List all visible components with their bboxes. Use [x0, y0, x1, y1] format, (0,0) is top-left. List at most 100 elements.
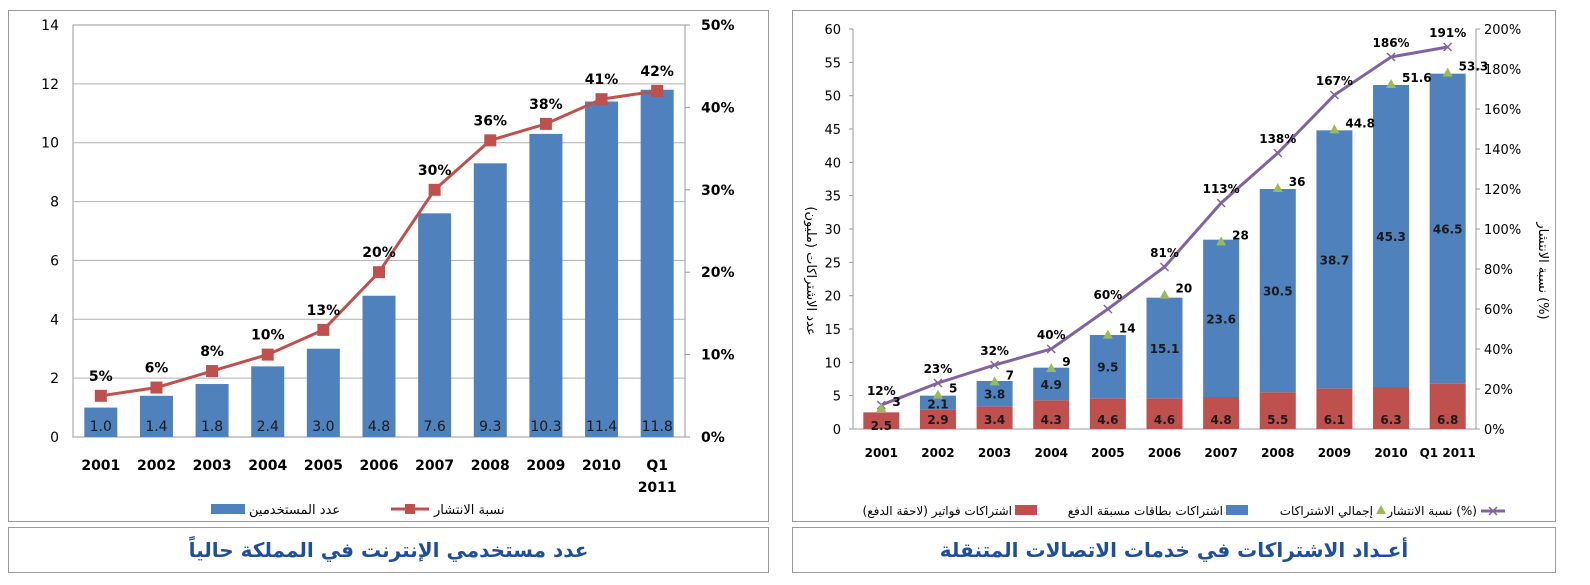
x-tick-label: 2005 [304, 458, 343, 474]
legend-users-swatch [211, 504, 245, 514]
bar-prepaid [1429, 73, 1466, 384]
left-tick-label: 0 [50, 430, 59, 446]
left-tick-label: 10 [41, 136, 59, 152]
penetration-label: 6% [145, 361, 169, 377]
bar-value-label: 7.6 [424, 419, 446, 435]
right-tick-label: 120% [1484, 183, 1521, 198]
postpaid-value-label: 3.4 [984, 413, 1005, 427]
penetration-marker [1273, 148, 1283, 158]
legend-postpaid-label: اشتراكات فواتير (لاحقة الدفع) [863, 504, 1012, 519]
bar-postpaid [863, 412, 900, 429]
bar-postpaid [976, 406, 1013, 429]
bar-users [306, 348, 340, 437]
bar-value-label: 1.4 [145, 419, 167, 435]
total-value-label: 51.6 [1402, 71, 1432, 85]
x-tick-label: 2007 [1204, 446, 1237, 460]
postpaid-value-label: 4.6 [1097, 413, 1118, 427]
bar-postpaid [1146, 398, 1183, 429]
bar-value-label: 10.3 [530, 419, 561, 435]
penetration-label: 40% [1037, 328, 1066, 342]
penetration-marker [651, 84, 664, 97]
penetration-marker [1216, 198, 1226, 208]
bar-users [640, 89, 674, 437]
penetration-label: 30% [418, 163, 452, 179]
right-tick-label: 50% [701, 18, 735, 34]
penetration-marker [94, 389, 107, 402]
x-tick-label: 2011 [638, 480, 677, 496]
bar-postpaid [1033, 400, 1070, 429]
x-tick-label: 2001 [865, 446, 898, 460]
right-tick-label: 200% [1484, 23, 1521, 38]
bar-prepaid [1259, 189, 1296, 393]
penetration-label: 60% [1093, 288, 1122, 302]
postpaid-value-label: 5.5 [1267, 413, 1288, 427]
right-tick-label: 60% [1484, 303, 1513, 318]
penetration-marker [1159, 262, 1170, 272]
left-tick-label: 8 [50, 195, 59, 211]
right-tick-label: 80% [1484, 263, 1513, 278]
left-tick-label: 4 [50, 312, 59, 328]
x-tick-label: 2010 [582, 458, 621, 474]
x-tick-label: 2008 [1261, 446, 1294, 460]
left-tick-label: 60 [824, 23, 841, 38]
x-tick-label: 2010 [1374, 446, 1407, 460]
penetration-label: 38% [529, 97, 563, 113]
right-tick-label: 40% [701, 100, 735, 116]
bar-value-label: 9.3 [479, 419, 501, 435]
legend-users-label: عدد المستخدمين [249, 503, 340, 518]
total-marker [1386, 79, 1397, 88]
left-tick-label: 2 [50, 371, 59, 387]
total-value-label: 7 [1006, 368, 1014, 382]
penetration-marker [595, 93, 608, 106]
bar-prepaid [1089, 335, 1126, 399]
postpaid-value-label: 6.8 [1437, 413, 1458, 427]
prepaid-value-label: 4.9 [1041, 378, 1062, 392]
left-tick-label: 55 [824, 56, 841, 71]
total-marker [876, 403, 887, 412]
bar-value-label: 11.8 [642, 419, 673, 435]
left-tick-label: 6 [50, 253, 59, 269]
bar-value-label: 11.4 [586, 419, 617, 435]
total-marker [1159, 289, 1170, 299]
total-value-label: 14 [1119, 322, 1136, 336]
penetration-label: 8% [200, 344, 224, 360]
right-tick-label: 100% [1484, 223, 1521, 238]
postpaid-value-label: 4.8 [1211, 413, 1232, 427]
legend-prepaid-swatch [1226, 505, 1248, 515]
x-tick-label: 2007 [415, 458, 454, 474]
penetration-marker [317, 323, 330, 336]
penetration-marker [373, 266, 385, 279]
internet-users-caption: عدد مستخدمي الإنترنت في المملكة حالياً [8, 527, 769, 573]
internet-users-chart-panel: 0 2 4 6 8 10 12 14 0% 10% 20% 30% 40% 50% 1.0 1.4 1.8 2.4… [8, 10, 769, 522]
left-tick-label: 25 [824, 256, 841, 271]
x-tick-label: 2006 [360, 458, 399, 474]
total-marker [1272, 183, 1283, 192]
bar-users [473, 163, 507, 438]
bar-value-label: 1.0 [90, 419, 112, 435]
bar-value-label: 1.8 [201, 419, 223, 435]
right-tick-label: 20% [701, 265, 735, 281]
penetration-label: 32% [980, 344, 1009, 358]
bar-postpaid [919, 409, 956, 429]
right-tick-label: 20% [1484, 383, 1513, 398]
prepaid-value-label: 3.8 [984, 388, 1005, 402]
total-value-label: 44.8 [1345, 116, 1375, 130]
prepaid-value-label: 23.6 [1206, 312, 1236, 326]
right-tick-label: 180% [1484, 63, 1521, 78]
penetration-label: 81% [1150, 246, 1179, 260]
penetration-marker [261, 348, 274, 361]
bar-users [195, 384, 229, 437]
bar-postpaid [1259, 392, 1296, 429]
bar-prepaid [1373, 85, 1410, 387]
legend-total-marker [1376, 505, 1386, 514]
total-value-label: 9 [1062, 355, 1070, 369]
mobile-subscriptions-chart: 0510152025303540455055600%20%40%60%80%10… [803, 23, 1550, 519]
right-tick-label: 0% [1484, 423, 1505, 438]
bar-users [362, 295, 396, 437]
penetration-label: 167% [1316, 74, 1353, 88]
internet-users-chart: 0 2 4 6 8 10 12 14 0% 10% 20% 30% 40% 50% 1.0 1.4 1.8 2.4… [41, 18, 735, 518]
penetration-marker [1443, 42, 1453, 52]
legend-total-label: إجمالي الاشتراكات [1280, 504, 1373, 519]
bar-prepaid [1033, 367, 1070, 401]
total-value-label: 5 [949, 382, 957, 396]
